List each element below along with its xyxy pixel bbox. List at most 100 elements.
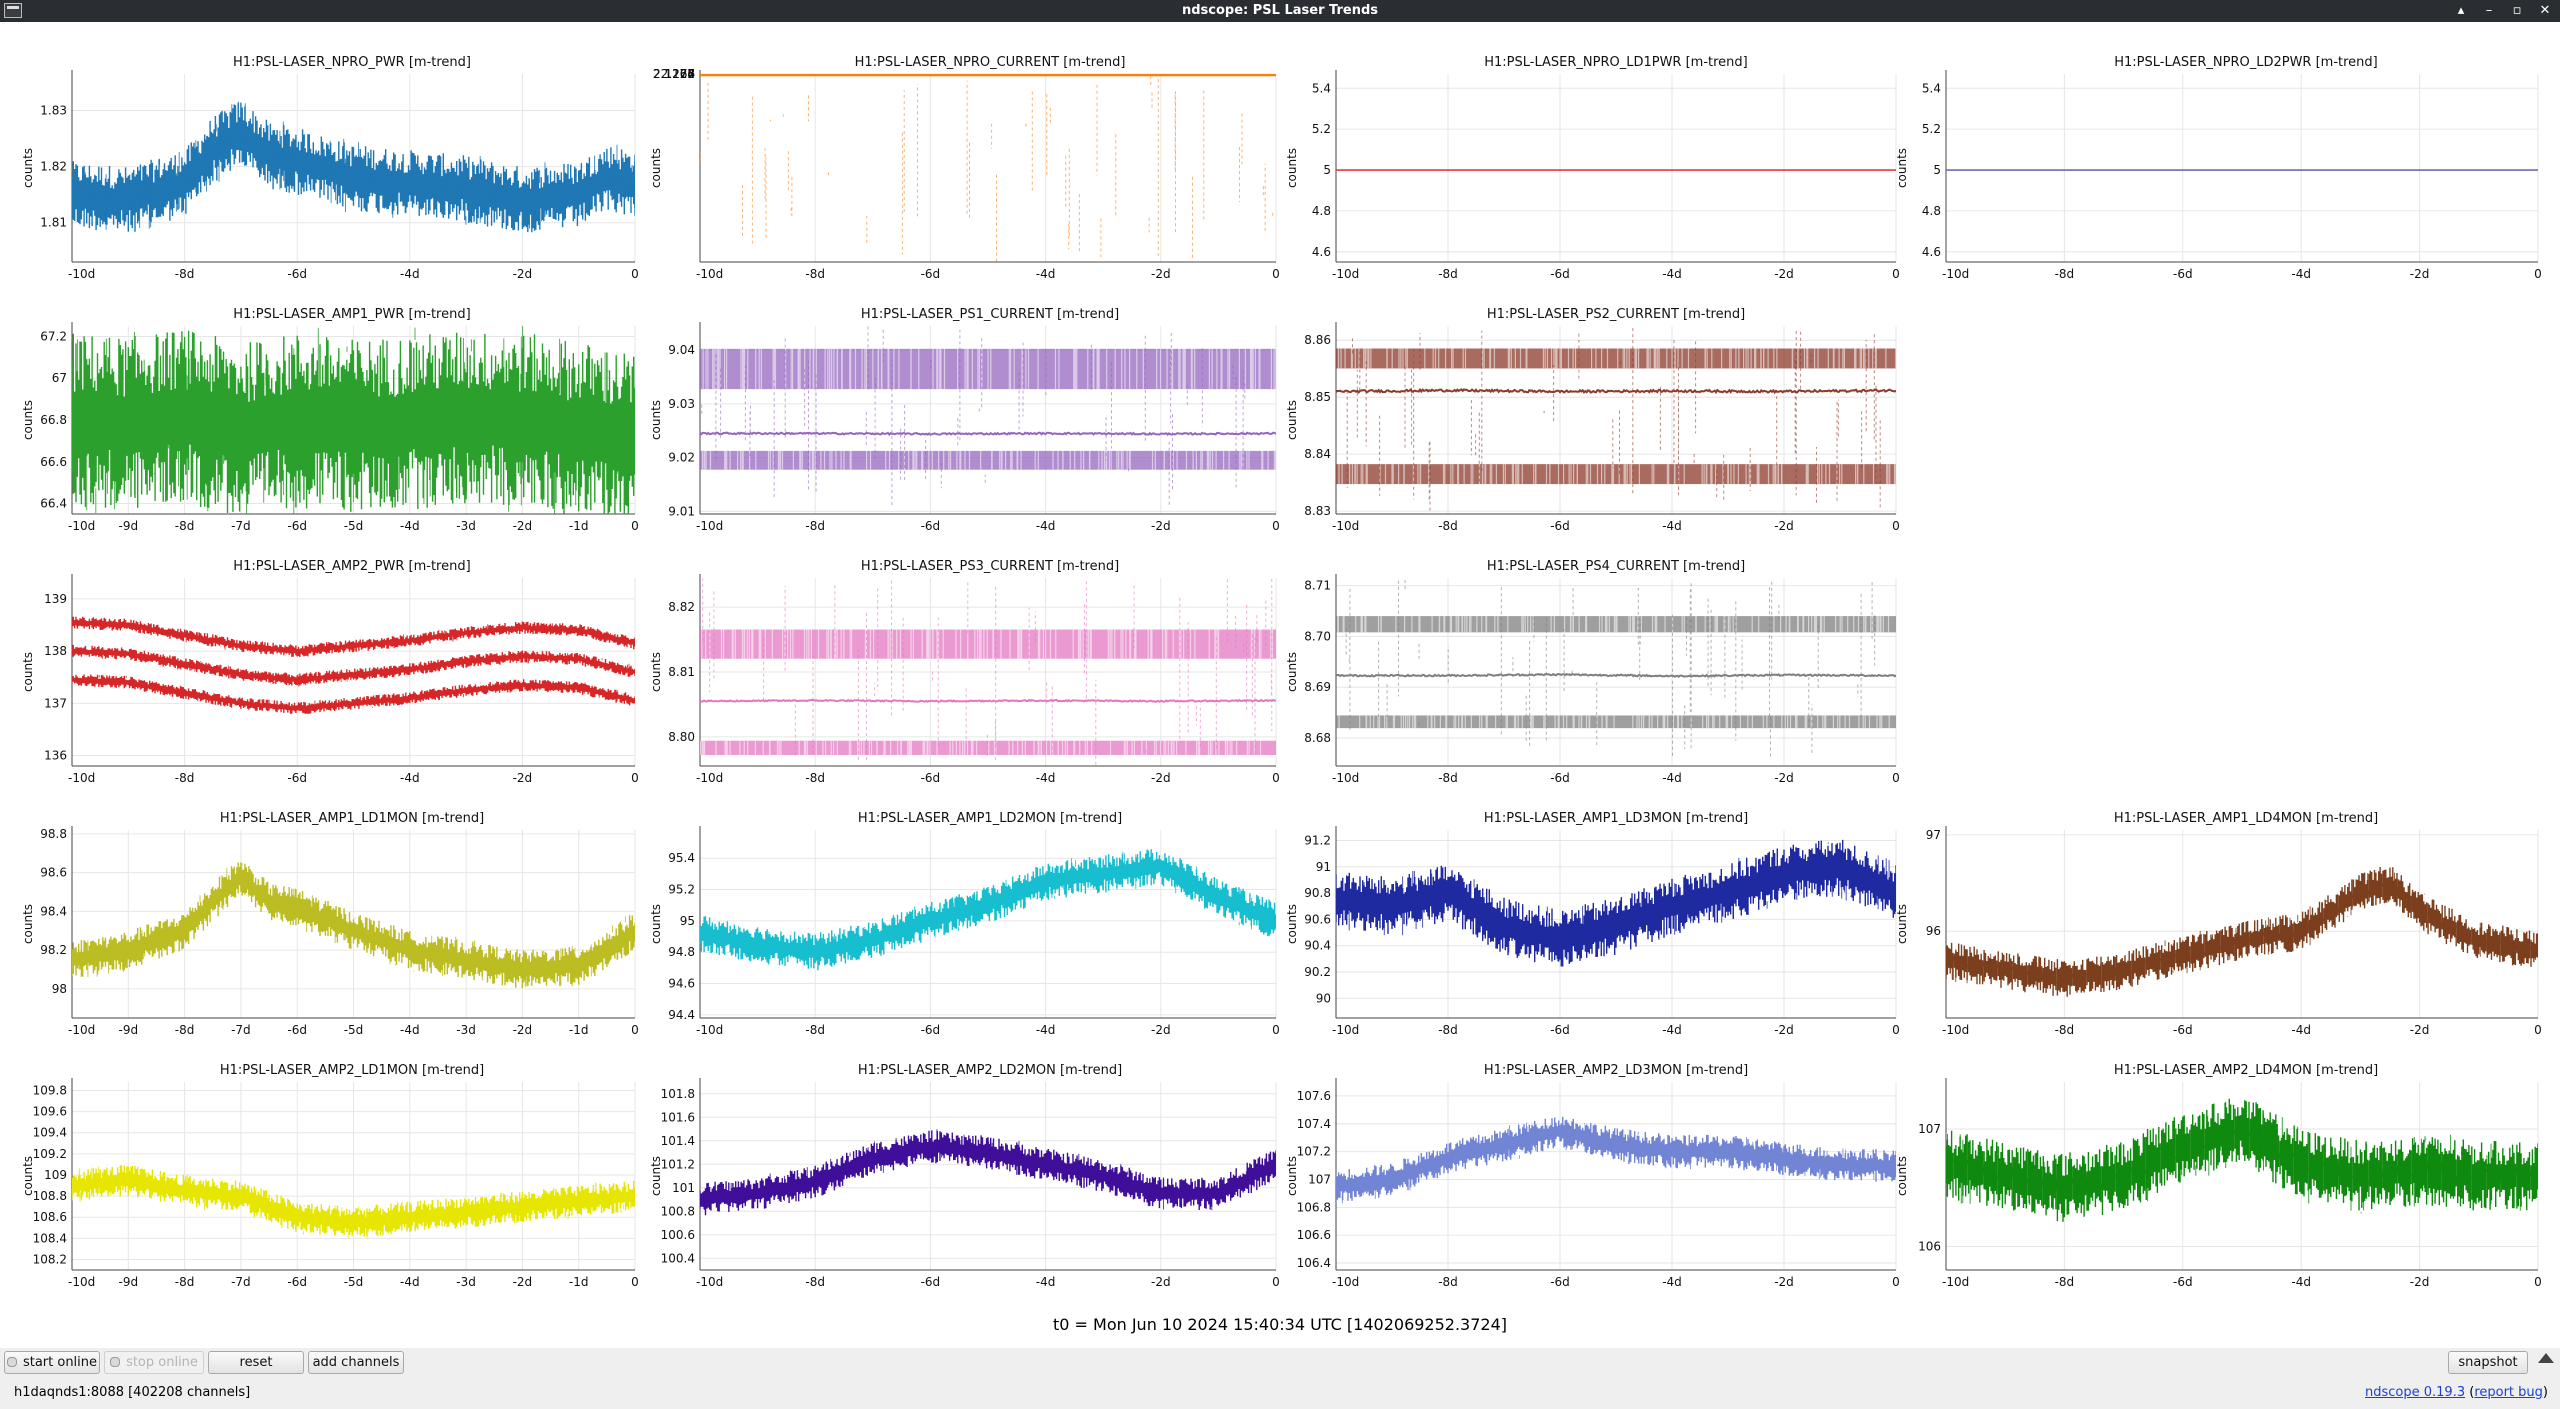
x-tick-label: 0 xyxy=(1892,1275,1900,1289)
y-tick-label: 107.2 xyxy=(1297,1145,1331,1159)
reset-button[interactable]: reset xyxy=(208,1351,304,1374)
plot-3-3[interactable]: H1:PSL-LASER_AMP1_LD4MON [m-trend] counts… xyxy=(1895,811,2542,1037)
add-channels-button[interactable]: add channels xyxy=(308,1351,404,1374)
plot-2-0[interactable]: H1:PSL-LASER_AMP2_PWR [m-trend] counts 136… xyxy=(21,559,639,785)
y-tick-label: 67.2 xyxy=(40,329,67,343)
keep-above-button[interactable]: ▴ xyxy=(2457,3,2465,18)
y-tick-label: 101.4 xyxy=(661,1134,695,1148)
plot-2-1[interactable]: H1:PSL-LASER_PS3_CURRENT [m-trend] counts… xyxy=(649,559,1280,785)
series-line xyxy=(72,677,635,711)
series-line xyxy=(1336,1124,1896,1191)
plot-4-0[interactable]: H1:PSL-LASER_AMP2_LD1MON [m-trend] counts… xyxy=(21,1063,639,1289)
y-tick-label: 101.8 xyxy=(661,1087,695,1101)
y-tick-label: 98.4 xyxy=(40,904,67,918)
plot-1-1[interactable]: H1:PSL-LASER_PS1_CURRENT [m-trend] counts… xyxy=(649,307,1280,533)
maximize-button[interactable]: ▫ xyxy=(2512,3,2522,18)
data-trace xyxy=(1336,1116,1896,1204)
x-tick-label: -6d xyxy=(1550,267,1570,281)
x-tick-label: -8d xyxy=(1438,771,1458,785)
x-tick-label: -2d xyxy=(1151,267,1171,281)
y-tick-label: 66.4 xyxy=(40,497,67,511)
server-info: h1daqnds1:8088 [402208 channels] xyxy=(14,1385,251,1400)
x-tick-label: -8d xyxy=(2055,1023,2075,1037)
plot-title: H1:PSL-LASER_AMP2_LD1MON [m-trend] xyxy=(220,1063,484,1078)
data-trace xyxy=(1946,1098,2538,1222)
stop-online-label: stop online xyxy=(126,1355,198,1370)
y-tick-label: 108.2 xyxy=(33,1252,67,1266)
series-envelope xyxy=(700,1130,1276,1216)
version-prefix: ndscope xyxy=(2365,1385,2424,1400)
plot-0-0[interactable]: H1:PSL-LASER_NPRO_PWR [m-trend] counts 1.8… xyxy=(21,55,639,281)
plot-2-2[interactable]: H1:PSL-LASER_PS4_CURRENT [m-trend] counts… xyxy=(1285,559,1900,785)
series-spikes xyxy=(1947,1101,2521,1214)
plot-4-1[interactable]: H1:PSL-LASER_AMP2_LD2MON [m-trend] counts… xyxy=(649,1063,1280,1289)
y-tick-label: 1.81 xyxy=(40,216,67,230)
y-tick-label: 1.83 xyxy=(40,103,67,117)
plot-3-2[interactable]: H1:PSL-LASER_AMP1_LD3MON [m-trend] counts… xyxy=(1285,811,1900,1037)
plot-3-1[interactable]: H1:PSL-LASER_AMP1_LD2MON [m-trend] counts… xyxy=(649,811,1280,1037)
data-trace xyxy=(1336,839,1896,967)
y-tick-label: 66.6 xyxy=(40,455,67,469)
plot-title: H1:PSL-LASER_AMP1_LD2MON [m-trend] xyxy=(858,811,1122,826)
x-tick-label: -8d xyxy=(805,519,825,533)
plot-title: H1:PSL-LASER_PS4_CURRENT [m-trend] xyxy=(1487,559,1745,574)
x-tick-label: -10d xyxy=(1332,771,1359,785)
y-tick-label: 98.2 xyxy=(40,943,67,957)
report-bug-link[interactable]: report bug xyxy=(2474,1385,2543,1400)
plot-0-1[interactable]: H1:PSL-LASER_NPRO_CURRENT [m-trend] count… xyxy=(649,55,1280,281)
y-axis-label: counts xyxy=(1285,652,1299,692)
x-tick-label: -8d xyxy=(175,519,195,533)
plot-4-2[interactable]: H1:PSL-LASER_AMP2_LD3MON [m-trend] counts… xyxy=(1285,1063,1900,1289)
plot-1-2[interactable]: H1:PSL-LASER_PS2_CURRENT [m-trend] counts… xyxy=(1285,307,1900,533)
series-spikes xyxy=(84,101,635,230)
series-line xyxy=(72,126,635,210)
series-spikes xyxy=(704,1129,1274,1211)
y-axis-label: counts xyxy=(1895,148,1909,188)
minimize-button[interactable]: – xyxy=(2485,3,2493,18)
plot-0-3[interactable]: H1:PSL-LASER_NPRO_LD2PWR [m-trend] counts… xyxy=(1895,55,2542,281)
x-tick-label: -10d xyxy=(1942,267,1969,281)
version-link[interactable]: ndscope 0.19.3 xyxy=(2365,1385,2465,1400)
x-tick-label: -2d xyxy=(1151,519,1171,533)
x-tick-label: -8d xyxy=(175,1023,195,1037)
x-tick-label: -8d xyxy=(175,1275,195,1289)
x-tick-label: -8d xyxy=(1438,519,1458,533)
x-tick-label: 0 xyxy=(2534,267,2542,281)
series-dropouts xyxy=(1346,327,1881,513)
collapse-arrow-icon[interactable] xyxy=(2538,1353,2554,1363)
y-axis-label: counts xyxy=(21,148,35,188)
x-tick-label: 0 xyxy=(631,771,639,785)
snapshot-button[interactable]: snapshot xyxy=(2448,1351,2528,1374)
start-online-button[interactable]: start online xyxy=(4,1351,100,1374)
plot-0-2[interactable]: H1:PSL-LASER_NPRO_LD1PWR [m-trend] counts… xyxy=(1285,55,1900,281)
x-tick-label: -4d xyxy=(1662,1023,1682,1037)
plot-4-3[interactable]: H1:PSL-LASER_AMP2_LD4MON [m-trend] counts… xyxy=(1895,1063,2542,1289)
plots-canvas[interactable]: H1:PSL-LASER_NPRO_PWR [m-trend] counts 1.8… xyxy=(0,22,2560,1312)
y-tick-label: 8.82 xyxy=(668,600,695,614)
x-tick-label: -4d xyxy=(400,771,420,785)
version-number: 0.19.3 xyxy=(2423,1385,2466,1400)
x-tick-label: -2d xyxy=(1774,771,1794,785)
series-dropouts xyxy=(702,578,1273,765)
x-tick-label: -10d xyxy=(1332,1023,1359,1037)
close-button[interactable]: ✕ xyxy=(2539,3,2551,18)
y-tick-label: 137 xyxy=(44,696,67,710)
x-tick-label: -4d xyxy=(1036,519,1056,533)
plot-3-0[interactable]: H1:PSL-LASER_AMP1_LD1MON [m-trend] counts… xyxy=(21,811,639,1037)
y-tick-label: 107 xyxy=(1308,1172,1331,1186)
x-tick-label: -6d xyxy=(287,1275,307,1289)
plot-1-0[interactable]: H1:PSL-LASER_AMP1_PWR [m-trend] counts 66.… xyxy=(21,307,639,536)
x-tick-label: 0 xyxy=(1272,1275,1280,1289)
x-tick-label: 0 xyxy=(631,1275,639,1289)
x-tick-label: -6d xyxy=(2173,1275,2193,1289)
stop-online-button[interactable]: stop online xyxy=(104,1351,204,1374)
y-tick-label: 96 xyxy=(1926,924,1941,938)
y-tick-label: 8.81 xyxy=(668,665,695,679)
y-axis-label: counts xyxy=(1285,1156,1299,1196)
y-tick-label: 138 xyxy=(44,644,67,658)
level-band-gaps xyxy=(700,740,1262,755)
level-band xyxy=(700,74,1276,77)
x-tick-label: -5d xyxy=(344,1023,364,1037)
y-tick-label: 91 xyxy=(1316,860,1331,874)
x-tick-label: -7d xyxy=(231,1275,251,1289)
